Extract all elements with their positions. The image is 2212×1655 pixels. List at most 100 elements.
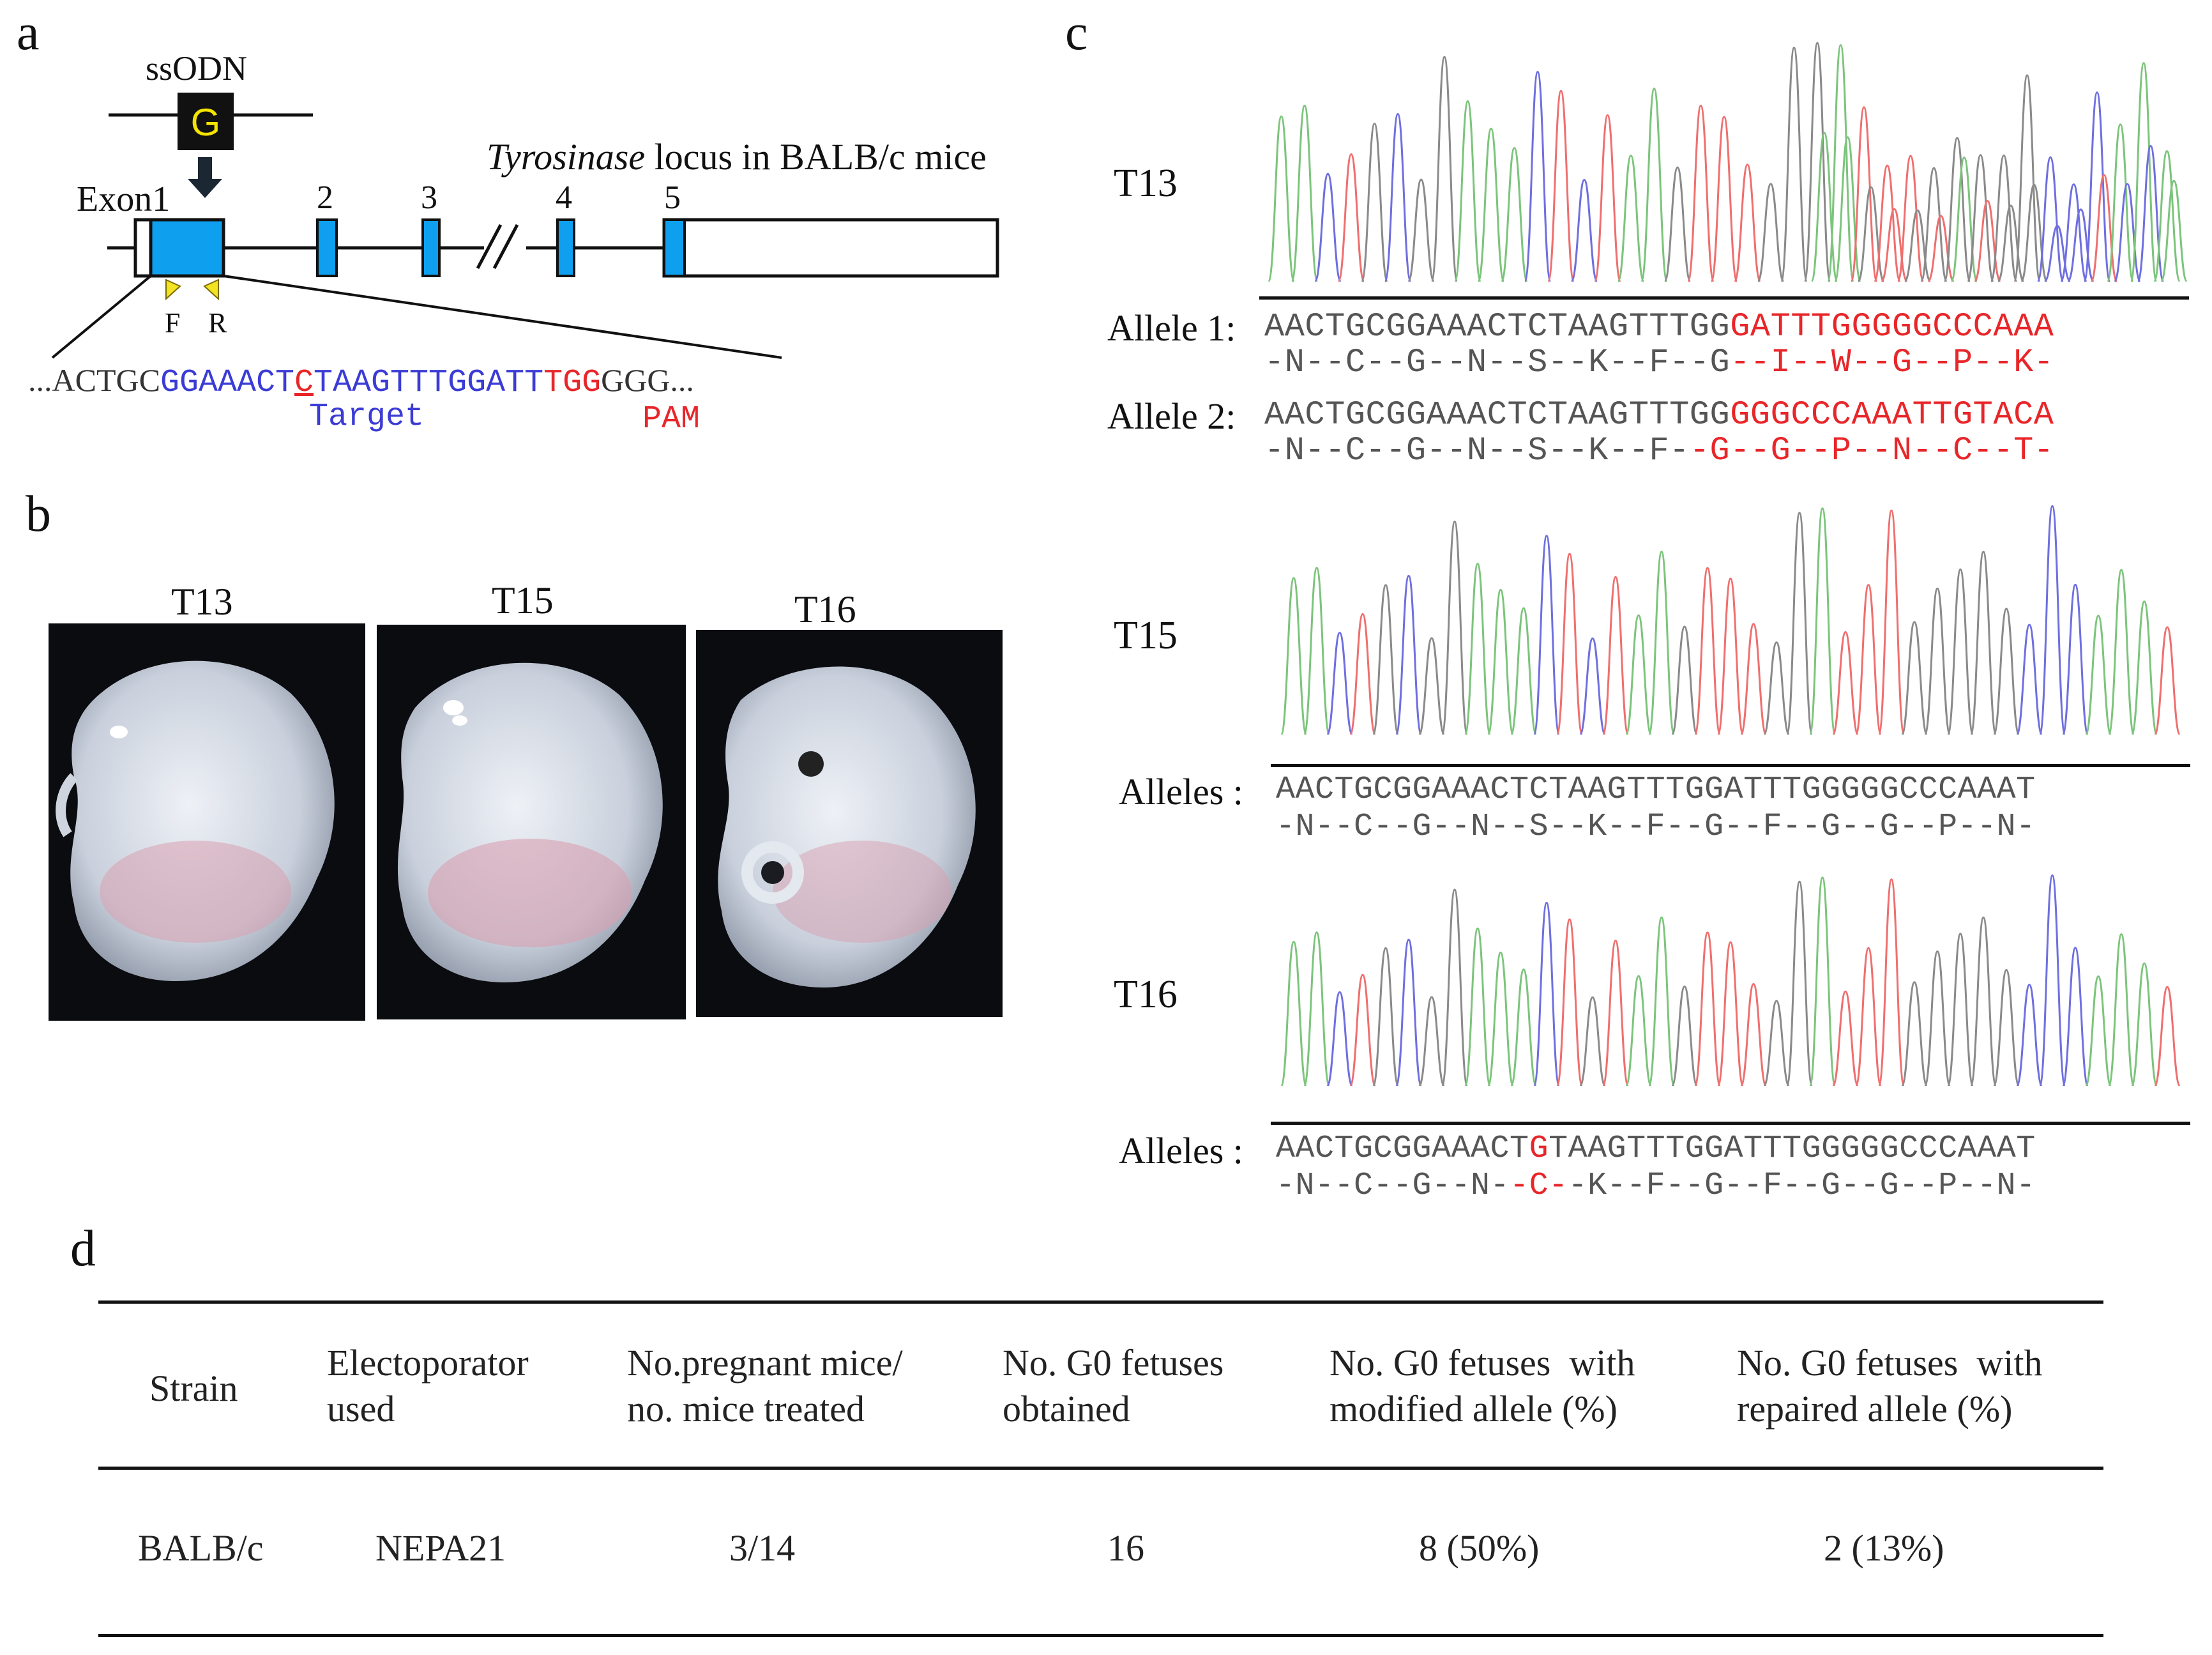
- exon-number-4: 4: [556, 179, 572, 216]
- trace-peak-G: [1360, 123, 1389, 282]
- trace-peak-C: [2038, 874, 2066, 1086]
- trace-peak-C: [1384, 112, 1412, 282]
- trace-peak-G: [1969, 551, 1997, 735]
- trace-peak-A: [2084, 614, 2112, 735]
- trace-peak-T: [1602, 940, 1630, 1086]
- table-bottom-rule: [98, 1634, 2103, 1637]
- trace-peak-G: [1943, 137, 1971, 282]
- trace-peak-G: [1900, 981, 1928, 1086]
- trace-peak-A: [2107, 568, 2135, 735]
- t13-allele1-sequence: AACTGCGGAAACTCTAAGTTTGGGATTTGGGGGCCCAAA: [1264, 308, 2054, 346]
- primer-r-label: R: [208, 307, 227, 339]
- trace-peak-G: [1372, 947, 1400, 1086]
- trace-peak-T: [1716, 577, 1745, 735]
- t13-allele2-label: Allele 2:: [1107, 395, 1236, 437]
- trace-peak-G: [2013, 74, 2042, 282]
- trace-peak-A: [2130, 62, 2158, 282]
- trace-peak-A: [1267, 115, 1296, 282]
- trace-peak-secondary-C: [2066, 208, 2095, 282]
- embryo-photo-t16: [696, 630, 1003, 1017]
- trace-peak-T: [1710, 116, 1738, 282]
- trace-peak-T: [2153, 986, 2181, 1086]
- trace-peak-A: [1303, 567, 1331, 735]
- trace-peak-T: [1897, 155, 1925, 282]
- ssodn-base: G: [190, 101, 221, 144]
- trace-peak-A: [1808, 876, 1837, 1086]
- cell-electroporator: NEPA21: [375, 1527, 506, 1569]
- header-g0-modified: No. G0 fetuses with modified allele (%): [1329, 1342, 1635, 1430]
- header-g0-repaired: No. G0 fetuses with repaired allele (%): [1737, 1342, 2043, 1430]
- trace-peak-T: [1686, 105, 1715, 282]
- trace-peak-C: [1314, 172, 1342, 282]
- primer-f-label: F: [165, 307, 181, 339]
- primer-f-icon: [165, 278, 181, 301]
- embryo-photo-t15: [377, 625, 686, 1019]
- pam-label: PAM: [642, 401, 701, 438]
- trace-peak-T: [1739, 982, 1768, 1086]
- cell-g0-modified: 8 (50%): [1419, 1527, 1540, 1569]
- trace-peak-A: [1808, 507, 1837, 735]
- trace-peak-T: [1337, 153, 1365, 282]
- trace-peak-secondary-A: [2160, 179, 2188, 282]
- trace-peak-G: [1430, 56, 1458, 282]
- trace-peak-T: [1739, 623, 1768, 735]
- zoom-line-left: [51, 275, 152, 359]
- trace-peak-T: [1602, 576, 1630, 735]
- locus-label: Tyrosinase locus in BALB/c mice: [487, 136, 987, 178]
- trace-peak-A: [1291, 104, 1319, 282]
- trace-peak-A: [2084, 975, 2112, 1086]
- trace-peak-G: [1969, 916, 1997, 1086]
- trace-peak-A: [1487, 951, 1515, 1086]
- trace-peak-T: [1877, 509, 1905, 735]
- header-electroporator: Electoporator used: [327, 1342, 529, 1430]
- exon2: [316, 218, 338, 277]
- trace-peak-A: [2107, 933, 2135, 1086]
- zoom-line-right: [223, 275, 782, 359]
- trace-peak-C: [2036, 156, 2064, 282]
- trace-peak-G: [1670, 985, 1699, 1086]
- trace-peak-A: [1453, 100, 1482, 282]
- exon1-label: Exon1: [77, 179, 170, 219]
- trace-peak-C: [2015, 984, 2043, 1086]
- trace-peak-A: [1640, 88, 1669, 282]
- exon-number-3: 3: [421, 179, 437, 216]
- trace-peak-G: [1579, 996, 1607, 1086]
- fetus-label-t16: T16: [794, 588, 856, 630]
- trace-peak-G: [1441, 889, 1469, 1086]
- trace-peak-T: [1349, 973, 1377, 1086]
- trace-peak-G: [1757, 183, 1785, 282]
- exon5-utr: [662, 218, 999, 278]
- t16-alleles-label: Alleles :: [1119, 1130, 1243, 1171]
- trace-peak-T: [1854, 947, 1882, 1086]
- trace-peak-T: [1593, 114, 1622, 282]
- sample-label-t16: T16: [1114, 973, 1178, 1016]
- trace-peak-G: [1992, 969, 2020, 1086]
- trace-peak-G: [1923, 950, 1951, 1086]
- trace-peak-G: [1762, 641, 1791, 735]
- trace-peak-A: [2106, 123, 2135, 282]
- trace-peak-A: [1464, 927, 1492, 1086]
- trace-peak-T: [1831, 630, 1860, 735]
- t15-alleles-protein: -N--C--G--N--S--K--F--G--F--G--G--P--N-: [1276, 809, 2036, 845]
- trace-peak-G: [1803, 42, 1831, 282]
- ssodn-box: [178, 93, 234, 150]
- trace-peak-G: [1900, 621, 1928, 735]
- trace-peak-G: [1946, 568, 1974, 735]
- trace-peak-A: [1648, 916, 1676, 1086]
- t13-allele1-protein: -N--C--G--N--S--K--F--G--I--W--G--P--K-: [1264, 344, 2054, 381]
- trace-peak-secondary-C: [2113, 183, 2141, 282]
- trace-peak-G: [1418, 996, 1446, 1086]
- trace-peak-A: [1510, 968, 1538, 1086]
- trace-baseline-t13: [1259, 296, 2189, 300]
- trace-peak-secondary-C: [2043, 225, 2072, 282]
- trace-peak-A: [1464, 563, 1492, 735]
- trace-peak-A: [1477, 127, 1505, 282]
- trace-peak-G: [1780, 47, 1808, 282]
- trace-peak-A: [1625, 975, 1653, 1086]
- primer-r-icon: [203, 278, 219, 301]
- trace-peak-G: [1923, 587, 1951, 735]
- panel-label-c: c: [1065, 4, 1088, 61]
- trace-peak-C: [1395, 938, 1423, 1086]
- trace-peak-T: [1349, 613, 1377, 735]
- trace-peak-G: [1670, 625, 1699, 735]
